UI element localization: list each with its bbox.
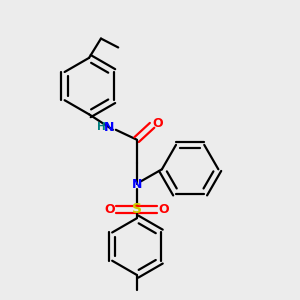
Text: H: H (97, 122, 106, 132)
Text: N: N (104, 121, 115, 134)
Text: N: N (131, 178, 142, 191)
Text: O: O (158, 203, 169, 216)
Text: S: S (132, 202, 142, 216)
Text: O: O (105, 203, 115, 216)
Text: O: O (152, 117, 163, 130)
